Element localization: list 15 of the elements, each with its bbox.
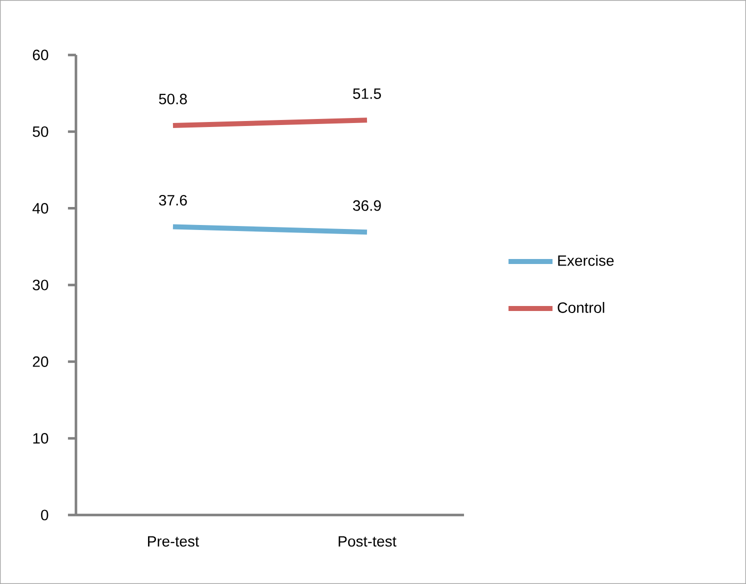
y-tick-label: 60 (32, 50, 48, 60)
y-tick-label: 40 (32, 203, 48, 214)
data-label: 36.9 (353, 200, 381, 211)
x-tick-label: Post-test (338, 536, 396, 547)
legend-label: Control (558, 302, 604, 313)
legend-label: Exercise (558, 254, 614, 266)
data-label: 37.6 (158, 194, 187, 206)
y-tick-label: 50 (32, 126, 48, 137)
y-tick-label: 10 (33, 433, 48, 444)
y-tick-label: 30 (32, 280, 48, 290)
x-tick-label: Pre-test (148, 536, 200, 547)
data-label: 51.5 (353, 88, 381, 99)
data-label: 50.8 (159, 94, 187, 104)
y-tick-label: 20 (32, 356, 48, 367)
y-tick-label: 0 (41, 510, 48, 520)
